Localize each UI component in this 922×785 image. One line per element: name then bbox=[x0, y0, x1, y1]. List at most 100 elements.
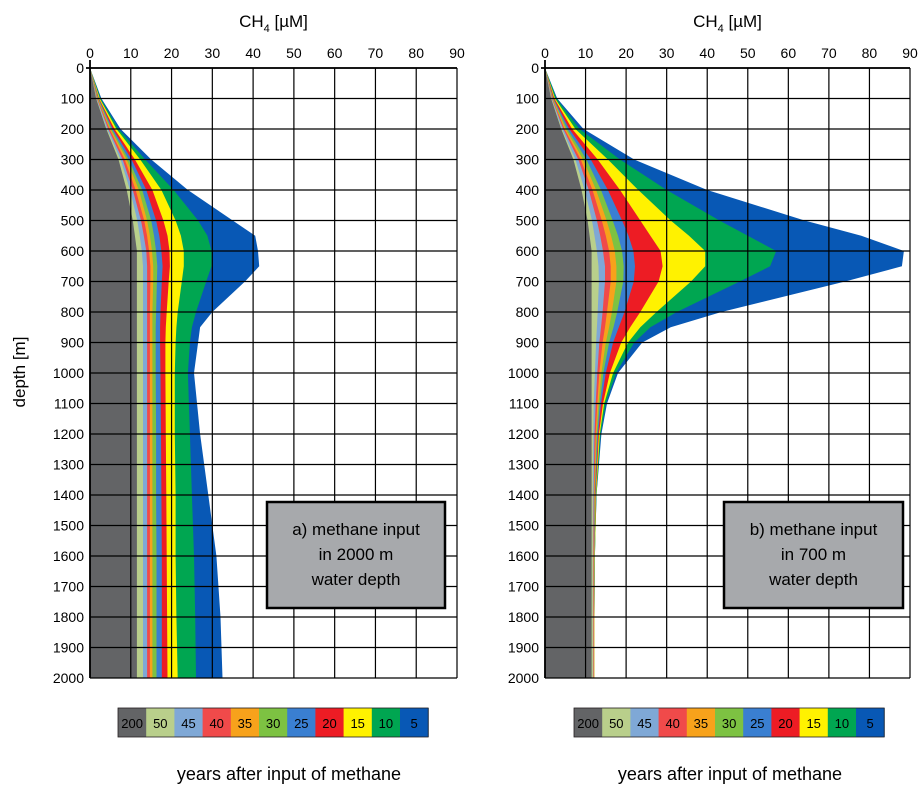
y-tick-label: 1300 bbox=[508, 457, 539, 473]
y-tick-label: 300 bbox=[516, 152, 540, 168]
x-tick-label: 90 bbox=[449, 45, 465, 61]
legend-swatch-45yr bbox=[174, 708, 204, 737]
legend-swatch-15yr bbox=[799, 708, 829, 737]
x-tick-label: 0 bbox=[86, 45, 94, 61]
legend-label: 5 bbox=[866, 716, 873, 731]
y-tick-label: 1500 bbox=[508, 518, 539, 534]
legend-label: 200 bbox=[121, 716, 143, 731]
y-tick-label: 900 bbox=[61, 335, 85, 351]
y-tick-label: 600 bbox=[516, 243, 540, 259]
annotation-line: water depth bbox=[768, 570, 858, 589]
y-tick-label: 700 bbox=[61, 274, 85, 290]
annotation-line: b) methane input bbox=[750, 520, 878, 539]
x-tick-label: 80 bbox=[862, 45, 878, 61]
x-tick-label: 10 bbox=[123, 45, 139, 61]
x-tick-label: 10 bbox=[578, 45, 594, 61]
y-tick-label: 400 bbox=[516, 182, 540, 198]
legend-label: 20 bbox=[322, 716, 336, 731]
legend-label: 15 bbox=[806, 716, 820, 731]
legend-label: 35 bbox=[238, 716, 252, 731]
legend-swatch-200yr bbox=[574, 708, 603, 737]
legend-border bbox=[573, 707, 885, 738]
legend-label: 10 bbox=[379, 716, 393, 731]
annotation-box bbox=[265, 500, 447, 610]
x-tick-label: 40 bbox=[699, 45, 715, 61]
legend-swatch-20yr bbox=[315, 708, 345, 737]
y-tick-label: 900 bbox=[516, 335, 540, 351]
y-tick-label: 1600 bbox=[508, 548, 539, 564]
legend-swatch-5yr bbox=[856, 708, 885, 737]
legend-label: 5 bbox=[410, 716, 417, 731]
x-tick-label: 80 bbox=[408, 45, 424, 61]
legend-swatch-30yr bbox=[715, 708, 744, 737]
y-tick-label: 1900 bbox=[508, 640, 539, 656]
y-tick-label: 1600 bbox=[53, 548, 84, 564]
legend-label: 10 bbox=[835, 716, 849, 731]
legend-label: 50 bbox=[609, 716, 623, 731]
x-axis-title: CH4 [µM] bbox=[239, 12, 308, 35]
y-tick-label: 1800 bbox=[508, 609, 539, 625]
legend-title: years after input of methane bbox=[618, 764, 842, 784]
legend-swatch-35yr bbox=[230, 708, 260, 737]
x-tick-label: 60 bbox=[781, 45, 797, 61]
legend-swatch-40yr bbox=[658, 708, 688, 737]
legend-label: 45 bbox=[181, 716, 195, 731]
x-axis-title-main: CH bbox=[239, 12, 264, 31]
legend-swatch-25yr bbox=[743, 708, 772, 737]
y-tick-label: 500 bbox=[61, 213, 85, 229]
y-tick-label: 1100 bbox=[509, 396, 539, 412]
legend-label: 25 bbox=[294, 716, 308, 731]
y-tick-label: 200 bbox=[516, 121, 540, 137]
y-tick-label: 200 bbox=[61, 121, 85, 137]
legend-swatch-50yr bbox=[146, 708, 175, 737]
y-tick-label: 1300 bbox=[53, 457, 84, 473]
y-tick-label: 100 bbox=[516, 91, 540, 107]
y-tick-label: 800 bbox=[61, 304, 85, 320]
legend-label: 20 bbox=[778, 716, 792, 731]
x-tick-label: 70 bbox=[368, 45, 384, 61]
y-tick-label: 2000 bbox=[53, 670, 84, 686]
legend-label: 40 bbox=[209, 716, 223, 731]
y-tick-label: 700 bbox=[516, 274, 540, 290]
y-tick-label: 600 bbox=[61, 243, 85, 259]
legend-label: 50 bbox=[153, 716, 167, 731]
legend-title: years after input of methane bbox=[177, 764, 401, 784]
annotation-line: water depth bbox=[311, 570, 401, 589]
legend-swatch-30yr bbox=[259, 708, 288, 737]
x-tick-label: 20 bbox=[164, 45, 180, 61]
y-axis-title: depth [m] bbox=[10, 337, 29, 408]
legend-swatch-20yr bbox=[771, 708, 801, 737]
annotation-line: a) methane input bbox=[292, 520, 420, 539]
x-axis-title-unit: [µM] bbox=[270, 12, 308, 31]
legend-label: 25 bbox=[750, 716, 764, 731]
x-tick-label: 30 bbox=[205, 45, 221, 61]
x-tick-label: 40 bbox=[245, 45, 261, 61]
y-tick-label: 1400 bbox=[53, 487, 84, 503]
y-tick-label: 1000 bbox=[508, 365, 539, 381]
x-axis-title-main: CH bbox=[693, 12, 718, 31]
y-tick-label: 100 bbox=[61, 91, 85, 107]
x-axis-title-subscript: 4 bbox=[264, 23, 270, 35]
annotation-box bbox=[722, 500, 905, 610]
x-tick-label: 0 bbox=[541, 45, 549, 61]
legend-label: 45 bbox=[637, 716, 651, 731]
legend-swatch-10yr bbox=[371, 708, 401, 737]
legend-swatch-5yr bbox=[400, 708, 429, 737]
y-tick-label: 1700 bbox=[508, 579, 539, 595]
legend-swatch-200yr bbox=[118, 708, 147, 737]
y-tick-label: 1500 bbox=[53, 518, 84, 534]
x-tick-label: 30 bbox=[659, 45, 675, 61]
y-tick-label: 1800 bbox=[53, 609, 84, 625]
x-tick-label: 70 bbox=[821, 45, 837, 61]
legend: 200 50 45 40 35 30 25 20 15 10 5 bbox=[117, 707, 429, 738]
x-tick-label: 90 bbox=[902, 45, 918, 61]
y-tick-label: 500 bbox=[516, 213, 540, 229]
y-tick-label: 1200 bbox=[53, 426, 84, 442]
y-tick-label: 1100 bbox=[54, 396, 84, 412]
legend-swatch-35yr bbox=[686, 708, 716, 737]
y-tick-label: 400 bbox=[61, 182, 85, 198]
x-tick-label: 50 bbox=[286, 45, 302, 61]
annotation-line: in 2000 m bbox=[319, 545, 394, 564]
chart-panel-a: 0 10 20 30 40 50 60 70 80 90010020030040050060070… bbox=[10, 12, 465, 784]
